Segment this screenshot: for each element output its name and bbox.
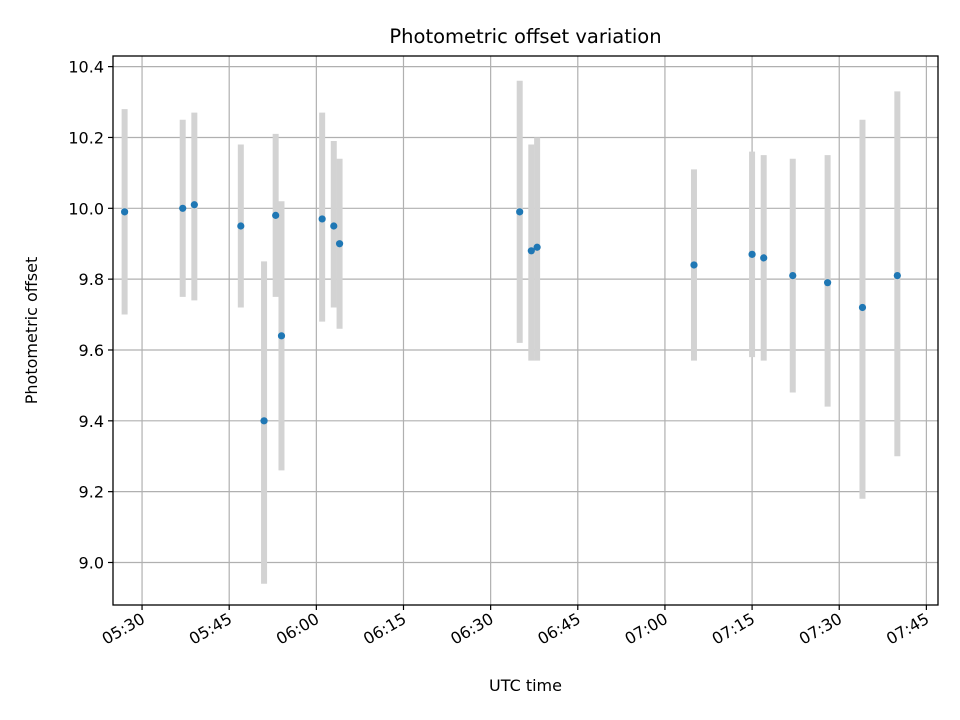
data-point bbox=[533, 243, 541, 251]
chart-title: Photometric offset variation bbox=[389, 25, 661, 48]
data-point bbox=[330, 222, 338, 230]
data-point bbox=[335, 240, 344, 248]
data-point bbox=[237, 222, 245, 230]
data-point bbox=[272, 211, 280, 219]
x-axis-label: UTC time bbox=[489, 676, 562, 695]
data-point bbox=[121, 208, 129, 216]
y-axis-ticks: 9.0 9.2 9.4 9.6 9.8 10.0 10.2 10.4 bbox=[68, 58, 113, 572]
y-tick-label: 9.2 bbox=[79, 483, 104, 502]
data-point bbox=[277, 332, 286, 340]
data-point bbox=[760, 254, 768, 262]
data-point bbox=[179, 204, 187, 212]
data-point bbox=[893, 272, 901, 280]
data-point bbox=[858, 303, 867, 312]
y-tick-label: 9.6 bbox=[79, 341, 104, 360]
data-point bbox=[748, 250, 756, 258]
y-tick-label: 9.4 bbox=[79, 412, 104, 431]
plot-background bbox=[113, 56, 938, 605]
plot-frame bbox=[112, 55, 939, 606]
data-point bbox=[527, 247, 535, 255]
y-tick-label: 10.4 bbox=[68, 58, 104, 77]
data-points bbox=[121, 201, 901, 425]
y-tick-label: 10.2 bbox=[68, 128, 104, 147]
data-point bbox=[789, 272, 797, 280]
data-point bbox=[824, 279, 832, 287]
data-point bbox=[516, 208, 524, 216]
y-tick-label: 10.0 bbox=[68, 199, 104, 218]
y-axis-label: Photometric offset bbox=[22, 257, 41, 405]
data-point bbox=[260, 417, 268, 425]
data-point bbox=[190, 201, 198, 209]
data-point bbox=[690, 261, 698, 269]
grid-lines bbox=[113, 56, 938, 605]
y-tick-label: 9.8 bbox=[79, 270, 104, 289]
y-tick-label: 9.0 bbox=[79, 553, 104, 572]
data-point bbox=[318, 215, 326, 223]
